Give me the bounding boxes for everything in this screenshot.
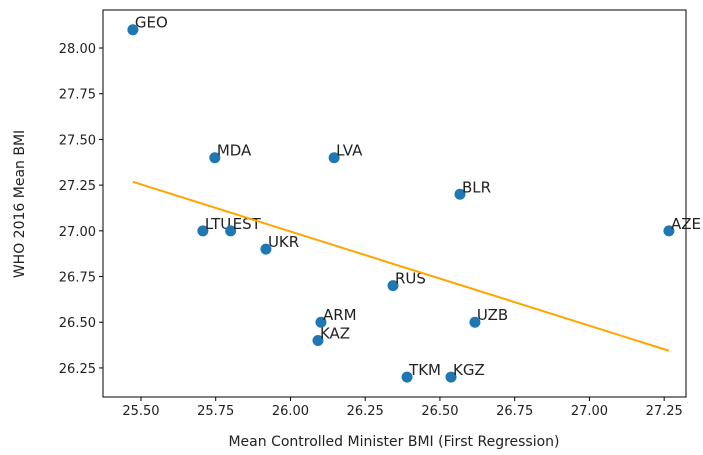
- x-tick-label: 25.50: [122, 404, 159, 419]
- point: [225, 225, 237, 237]
- x-axis-label: Mean Controlled Minister BMI (First Regr…: [228, 434, 559, 450]
- point: [663, 225, 675, 237]
- point-label: GEO: [135, 14, 168, 32]
- point: [315, 316, 327, 328]
- x-tick-label: 26.00: [272, 404, 309, 419]
- point: [328, 152, 340, 164]
- y-tick-label: 27.75: [59, 88, 96, 103]
- point-label: UZB: [477, 306, 508, 324]
- point-label: UKR: [268, 233, 299, 251]
- x-tick-label: 27.00: [571, 404, 608, 419]
- point-label: KGZ: [453, 361, 485, 379]
- y-tick-label: 28.00: [59, 42, 96, 57]
- regression-line: [132, 180, 670, 352]
- point-label: RUS: [395, 270, 426, 288]
- point: [469, 316, 481, 328]
- y-tick-label: 27.25: [59, 179, 96, 194]
- point: [260, 243, 272, 255]
- point-label: TKM: [408, 361, 441, 379]
- point-label: AZE: [671, 215, 701, 233]
- point-label: KAZ: [320, 325, 350, 343]
- x-tick-label: 26.75: [496, 404, 533, 419]
- point-label: MDA: [217, 142, 252, 160]
- y-tick-label: 26.50: [59, 316, 96, 331]
- point: [401, 371, 413, 383]
- point: [445, 371, 457, 383]
- x-tick-label: 26.50: [421, 404, 458, 419]
- point-label: LVA: [336, 142, 363, 160]
- y-tick-label: 27.50: [59, 133, 96, 148]
- point: [312, 335, 324, 347]
- point: [454, 188, 466, 200]
- y-tick-label: 26.75: [59, 271, 96, 286]
- point: [209, 152, 221, 164]
- point-label: BLR: [462, 178, 491, 196]
- point: [197, 225, 209, 237]
- point-label: LTU: [205, 215, 231, 233]
- plot-frame: [102, 9, 687, 398]
- point: [127, 24, 139, 36]
- x-tick-label: 27.25: [646, 404, 683, 419]
- y-axis-label: WHO 2016 Mean BMI: [12, 130, 28, 278]
- x-tick-label: 26.25: [347, 404, 384, 419]
- y-tick-label: 26.25: [59, 362, 96, 377]
- x-tick-label: 25.75: [197, 404, 234, 419]
- point-label: ARM: [323, 306, 357, 324]
- y-tick-label: 27.00: [59, 225, 96, 240]
- point: [387, 280, 399, 292]
